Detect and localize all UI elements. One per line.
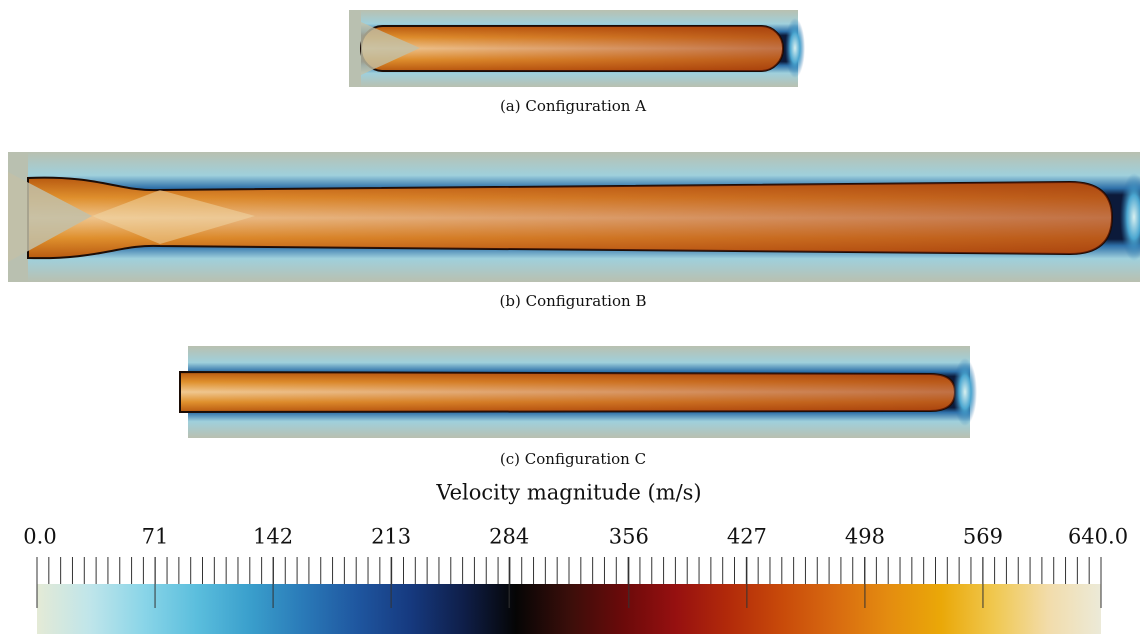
caption: (c) Configuration C [500, 450, 646, 468]
tick-label: 569 [963, 525, 1003, 549]
tick-label: 427 [727, 525, 767, 549]
tick-label: 640.0 [1068, 525, 1128, 549]
tick-label: 213 [371, 525, 411, 549]
caption: (a) Configuration A [500, 97, 646, 115]
figure: (a) Configuration A (b) Configuration B … [0, 0, 1140, 634]
panel-b [8, 152, 1140, 282]
panel-a [349, 10, 805, 87]
colorbar [37, 584, 1101, 634]
tick-label: 284 [489, 525, 529, 549]
tick-label: 0.0 [23, 525, 56, 549]
colorbar-title: Velocity magnitude (m/s) [435, 481, 701, 505]
tick-label: 142 [253, 525, 293, 549]
caption: (b) Configuration B [500, 292, 647, 310]
tick-label: 71 [142, 525, 169, 549]
tick-label: 498 [845, 525, 885, 549]
panel-c [178, 346, 977, 438]
tick-label: 356 [609, 525, 649, 549]
